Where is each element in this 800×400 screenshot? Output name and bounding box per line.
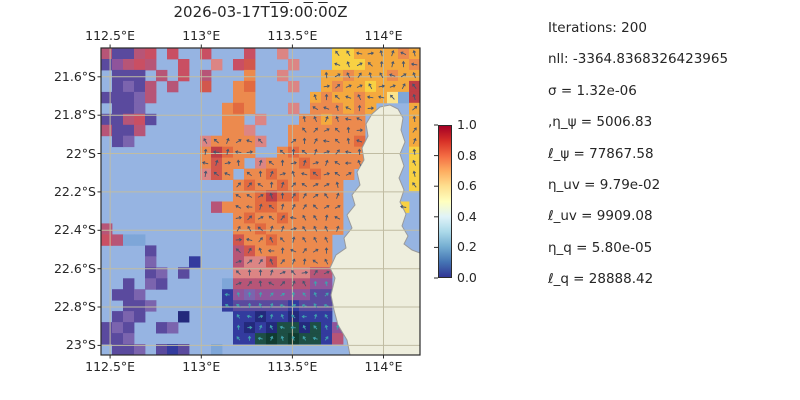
plot-title-segment: :0 xyxy=(288,3,304,21)
x-tick-label: 113°E xyxy=(182,359,221,374)
y-tick-label: 23°S xyxy=(65,337,96,353)
plot-title-segment: 0 xyxy=(318,3,328,21)
quiver-arrows xyxy=(202,50,418,341)
x-tick-label: 113.5°E xyxy=(267,28,318,43)
axes-border xyxy=(100,47,421,356)
x-tick-label: 113°E xyxy=(182,28,221,43)
stats-panel: Iterations: 200 nll: -3364.8368326423965… xyxy=(548,20,793,303)
stat-line-eta-psi: ,η_ψ = 5006.83 xyxy=(548,114,653,131)
stat-line-eta-q: η_q = 5.80e-05 xyxy=(548,239,653,256)
plot-title-segment: 0Z xyxy=(327,3,348,21)
plot-title-segment: 2026-03-17T xyxy=(173,3,270,21)
stat-line-ell-uv: ℓ_uv = 9909.08 xyxy=(548,208,653,225)
y-tick-label: 21.8°S xyxy=(53,107,96,123)
y-tick-label: 22.6°S xyxy=(53,260,96,276)
x-tick-label: 114°E xyxy=(364,28,403,43)
colorbar-tick-label: 0.4 xyxy=(457,208,477,224)
colorbar-tick-label: 1.0 xyxy=(457,117,477,132)
x-tick-label: 113.5°E xyxy=(267,359,318,374)
y-tick-label: 22.4°S xyxy=(53,222,96,238)
gridlines xyxy=(101,48,420,355)
plot-title-segment: 0 xyxy=(303,3,314,21)
y-tick-label: 22.8°S xyxy=(53,299,96,315)
x-tick-label: 112.5°E xyxy=(85,359,136,374)
stat-line-sigma: σ = 1.32e-06 xyxy=(548,82,637,99)
colorbar-gradient xyxy=(438,125,452,278)
stat-line-iterations: Iterations: 200 xyxy=(548,20,647,36)
plot-title: 2026-03-17T19:00:00Z xyxy=(101,3,420,21)
y-tick-label: 22.2°S xyxy=(53,183,96,199)
colorbar-tick-label: 0.0 xyxy=(457,270,477,285)
colorbar-tick-label: 0.6 xyxy=(457,178,477,194)
stat-line-ell-q: ℓ_q = 28888.42 xyxy=(548,271,654,288)
x-tick-label: 114°E xyxy=(364,359,403,374)
stat-line-nll: nll: -3364.8368326423965 xyxy=(548,51,729,68)
plot-title-segment: : xyxy=(313,3,319,21)
y-tick-label: 22°S xyxy=(65,145,96,161)
x-tick-label: 112.5°E xyxy=(85,28,136,43)
stat-line-ell-psi: ℓ_ψ = 77867.58 xyxy=(548,145,654,162)
plot-title-segment: 19 xyxy=(269,3,289,21)
y-tick-label: 21.6°S xyxy=(53,68,96,84)
colorbar-tick-label: 0.8 xyxy=(457,147,477,163)
colorbar-tick-label: 0.2 xyxy=(457,239,477,255)
stat-line-eta-uv: η_uv = 9.79e-02 xyxy=(548,176,661,193)
